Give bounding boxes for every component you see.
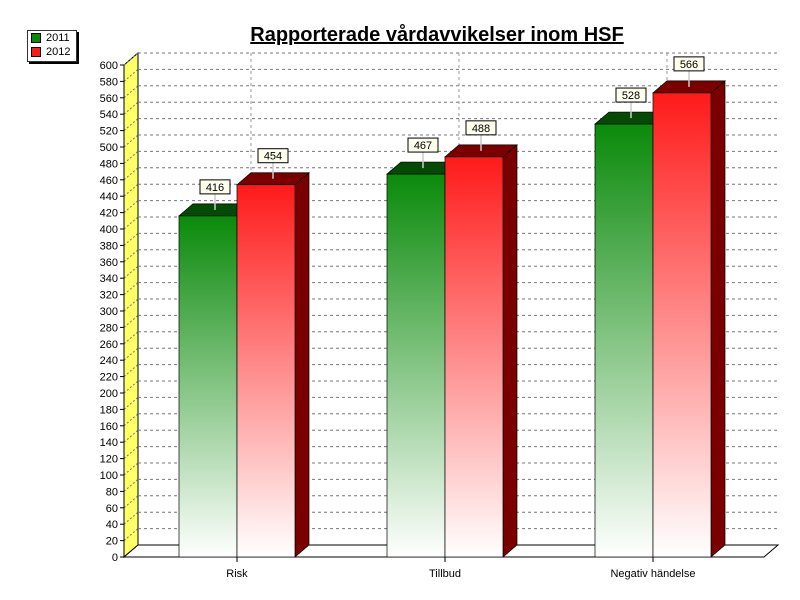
gridline-wall bbox=[123, 200, 139, 213]
y-tick-label: 380 bbox=[100, 240, 118, 252]
y-tick-label: 80 bbox=[106, 486, 118, 498]
y-tick-label: 0 bbox=[112, 552, 118, 564]
y-tick-label: 100 bbox=[100, 470, 118, 482]
y-tick-label: 420 bbox=[100, 208, 118, 220]
legend-item-2011: 2011 bbox=[28, 31, 76, 45]
gridline-wall bbox=[123, 118, 139, 131]
legend: 2011 2012 bbox=[27, 30, 77, 62]
gridline-wall bbox=[123, 446, 139, 459]
bar-2012-0 bbox=[236, 184, 296, 558]
gridline-wall bbox=[123, 69, 139, 82]
y-tick-label: 300 bbox=[100, 306, 118, 318]
data-label-box bbox=[673, 56, 705, 72]
gridline-wall bbox=[123, 528, 139, 541]
data-label-box bbox=[465, 120, 497, 136]
y-tick-label: 320 bbox=[100, 290, 118, 302]
gridline-wall bbox=[123, 249, 139, 263]
y-tick-label: 560 bbox=[100, 93, 118, 105]
y-tick-label: 480 bbox=[100, 158, 118, 170]
data-label: 467 bbox=[414, 140, 432, 152]
gridline-wall bbox=[123, 511, 139, 525]
y-tick-label: 340 bbox=[100, 273, 118, 285]
gridline-wall bbox=[123, 233, 139, 246]
y-tick-label: 140 bbox=[100, 437, 118, 449]
y-tick-label: 540 bbox=[100, 109, 118, 121]
y-tick-label: 120 bbox=[100, 454, 118, 466]
gridline-wall bbox=[123, 265, 139, 279]
y-tick-label: 580 bbox=[100, 76, 118, 88]
gridline-wall bbox=[123, 462, 139, 476]
bar-side-2012-1 bbox=[502, 144, 518, 558]
y-tick-label: 40 bbox=[106, 519, 118, 531]
y-tick-label: 260 bbox=[100, 339, 118, 351]
legend-swatch-2012 bbox=[31, 47, 41, 57]
gridline-wall bbox=[123, 151, 139, 164]
gridline-wall bbox=[123, 216, 139, 230]
bar-2012-1 bbox=[444, 156, 504, 558]
data-label-box bbox=[257, 148, 289, 164]
y-tick-label: 600 bbox=[100, 60, 118, 72]
bar-2011-0 bbox=[178, 215, 238, 558]
legend-item-2012: 2012 bbox=[28, 45, 76, 59]
y-tick-label: 400 bbox=[100, 224, 118, 236]
gridline-wall bbox=[123, 479, 139, 492]
y-axis: 0 20 40 60 80 100 120 140 160 180 200 220 240 260 280 3… bbox=[100, 60, 125, 564]
y-tick-label: 500 bbox=[100, 142, 118, 154]
data-label-box bbox=[615, 87, 647, 103]
bar-side-2012-0 bbox=[294, 171, 310, 558]
y-tick-label: 360 bbox=[100, 257, 118, 269]
gridline-wall bbox=[123, 347, 139, 361]
gridline-wall bbox=[123, 282, 139, 295]
x-tick-label: Tillbud bbox=[429, 568, 461, 580]
bar-2012-2 bbox=[652, 92, 712, 558]
y-tick-label: 440 bbox=[100, 191, 118, 203]
y-tick-label: 240 bbox=[100, 355, 118, 367]
y-tick-label: 460 bbox=[100, 175, 118, 187]
gridline-wall bbox=[123, 183, 139, 197]
y-tick-label: 200 bbox=[100, 388, 118, 400]
gridline-wall bbox=[123, 315, 139, 328]
gridline-wall bbox=[123, 85, 139, 99]
gridline-wall bbox=[123, 429, 139, 443]
gridline-wall bbox=[123, 52, 139, 66]
bar-2011-1 bbox=[386, 173, 446, 558]
y-tick-label: 520 bbox=[100, 126, 118, 138]
data-labels: 416 454 467 488 528 566 bbox=[199, 56, 705, 210]
bar-2011-2 bbox=[594, 123, 654, 558]
x-tick-label: Negativ händelse bbox=[610, 568, 695, 580]
bars bbox=[178, 80, 726, 558]
y-tick-label: 220 bbox=[100, 372, 118, 384]
chart-title: Rapporterade vårdavvikelser inom HSF bbox=[250, 24, 624, 46]
data-label: 566 bbox=[680, 59, 698, 71]
y-tick-label: 280 bbox=[100, 322, 118, 334]
data-label-box bbox=[199, 179, 231, 195]
legend-label-2012: 2012 bbox=[46, 46, 71, 58]
gridline-wall bbox=[123, 167, 139, 181]
y-tick-label: 60 bbox=[106, 503, 118, 515]
gridline-wall bbox=[123, 397, 139, 410]
data-label-box bbox=[407, 137, 439, 153]
gridline-wall bbox=[123, 413, 139, 427]
data-label: 488 bbox=[472, 123, 490, 135]
data-label: 416 bbox=[206, 182, 224, 194]
gridline-wall bbox=[123, 101, 139, 115]
bar-side-2012-2 bbox=[710, 80, 726, 558]
y-tick-label: 160 bbox=[100, 421, 118, 433]
legend-swatch-2011 bbox=[31, 33, 41, 43]
gridline-wall bbox=[123, 364, 139, 377]
x-axis: Risk Tillbud Negativ händelse bbox=[124, 556, 764, 580]
legend-label-2011: 2011 bbox=[46, 32, 70, 44]
x-tick-label: Risk bbox=[226, 568, 248, 580]
gridline-wall bbox=[123, 298, 139, 312]
gridline-wall bbox=[123, 331, 139, 345]
data-label: 528 bbox=[622, 90, 640, 102]
gridline-wall bbox=[123, 380, 139, 394]
gridline-wall bbox=[123, 134, 139, 148]
y-tick-label: 180 bbox=[100, 404, 118, 416]
data-label: 454 bbox=[264, 151, 282, 163]
gridline-wall bbox=[123, 495, 139, 509]
y-tick-label: 20 bbox=[106, 536, 118, 548]
